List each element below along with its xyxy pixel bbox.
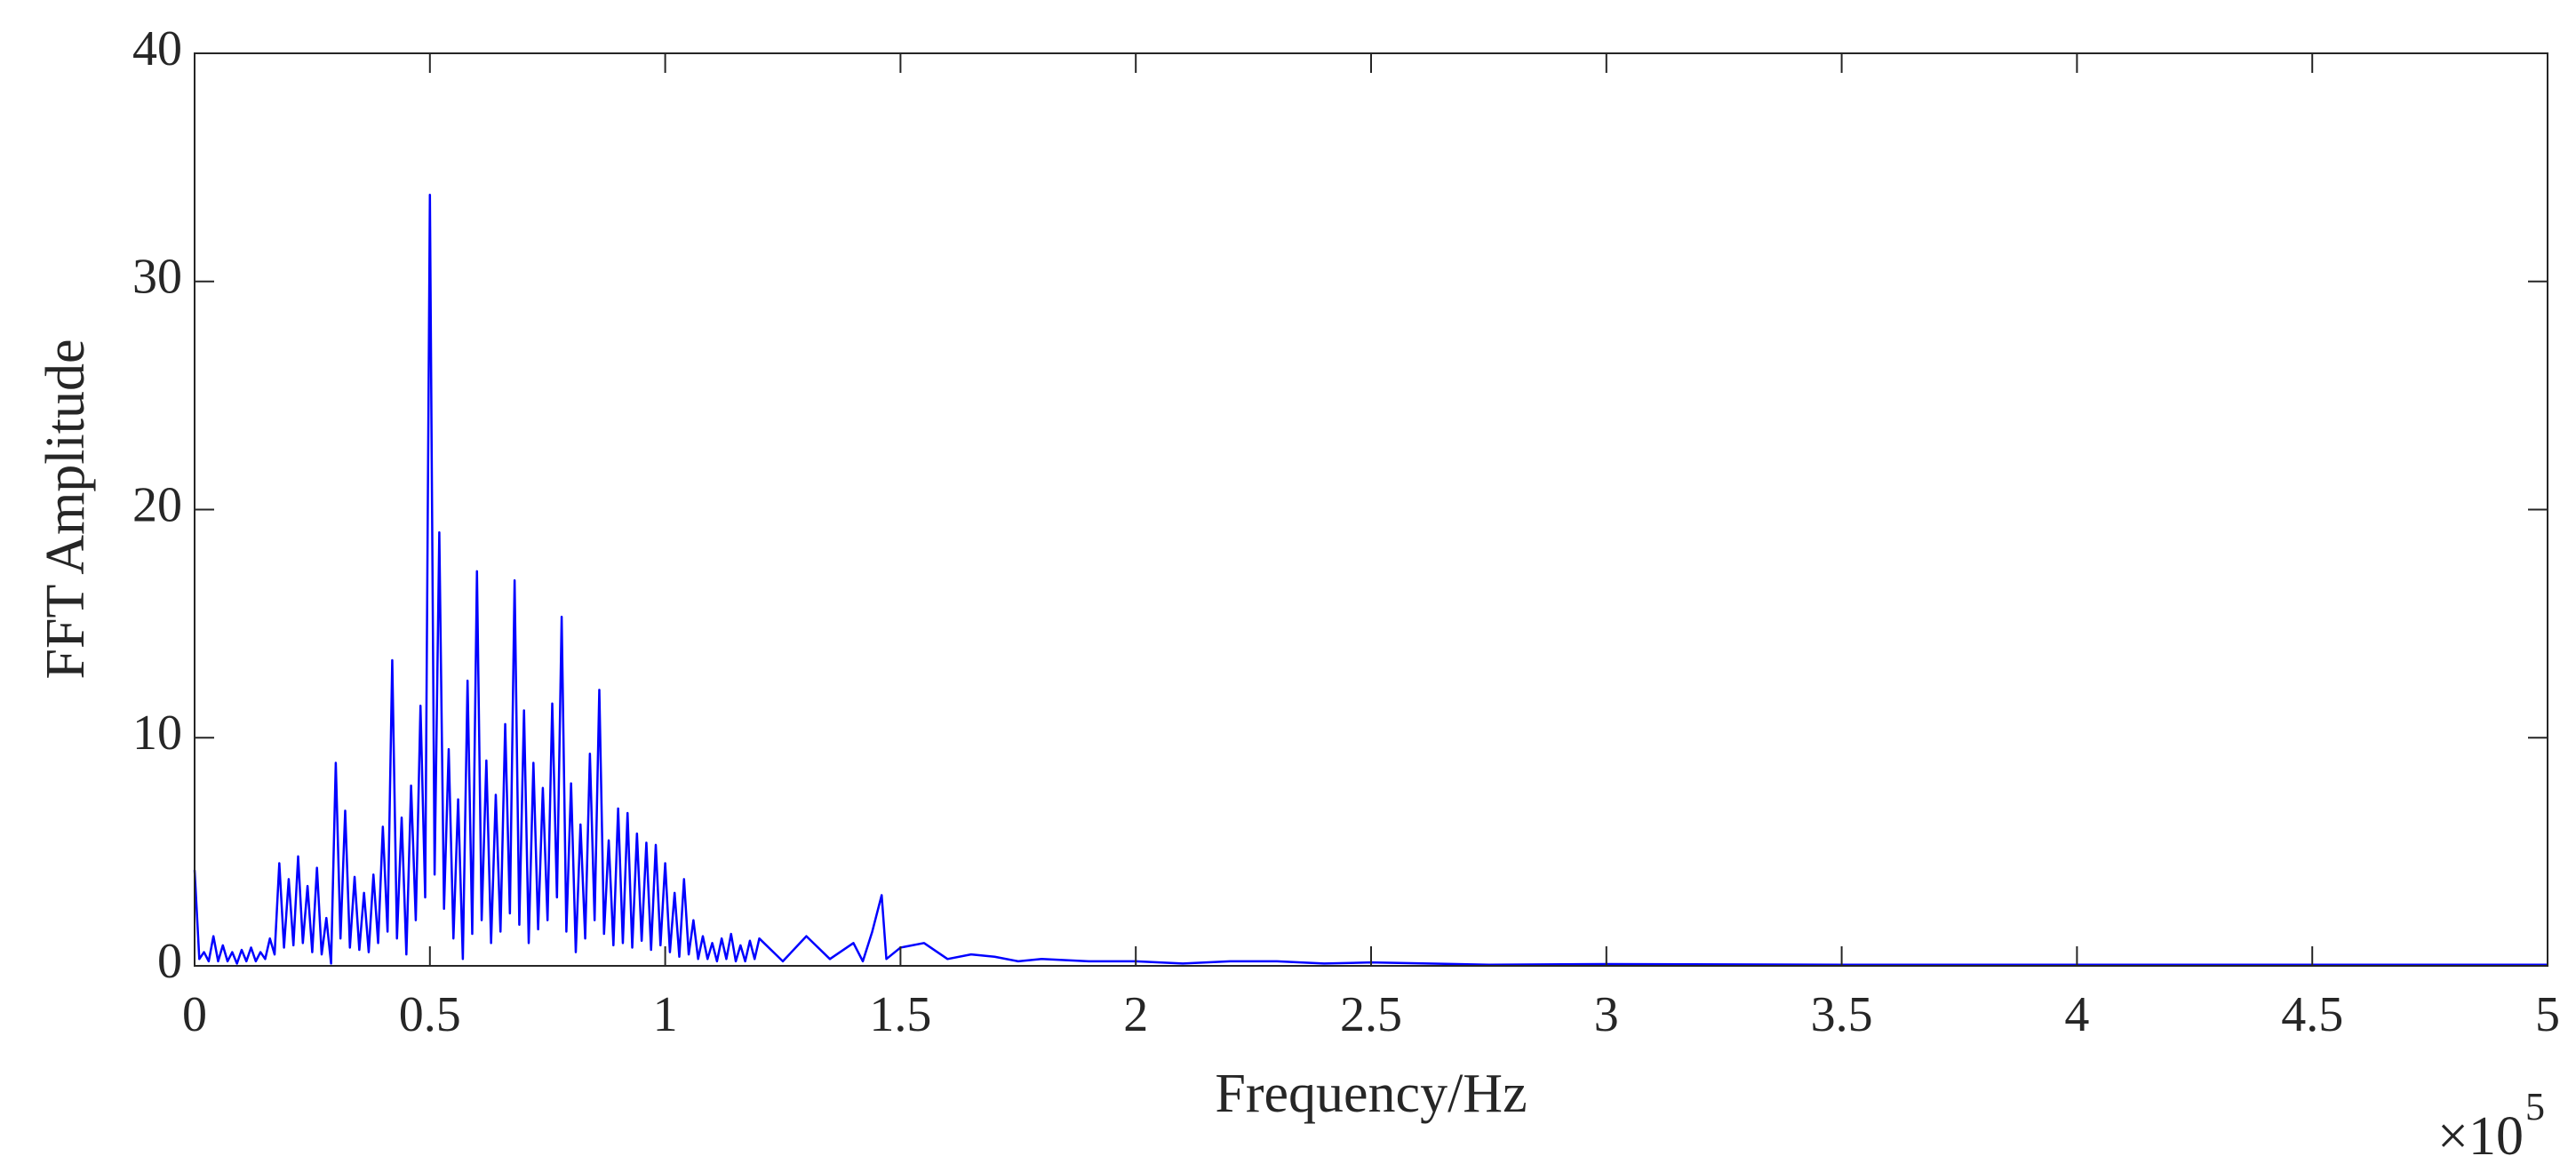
x-tick-label: 2.5: [1340, 987, 1402, 1042]
x-tick-label: 1.5: [869, 987, 931, 1042]
y-tick-label: 10: [132, 706, 182, 761]
x-scale-exponent: 5: [2525, 1085, 2545, 1128]
x-tick-label: 2: [1123, 987, 1148, 1042]
y-tick-label: 20: [132, 477, 182, 532]
x-tick-label: 5: [2535, 987, 2560, 1042]
y-tick-label: 0: [157, 934, 182, 989]
y-tick-label: 40: [132, 21, 182, 76]
y-tick-label: 30: [132, 250, 182, 305]
data-line: [193, 193, 2548, 966]
x-tick-label: 1: [653, 987, 678, 1042]
plot-frame: [194, 52, 2548, 967]
x-tick-label: 4: [2064, 987, 2089, 1042]
x-tick-label: 4.5: [2281, 987, 2343, 1042]
x-tick-label: 3: [1594, 987, 1619, 1042]
x-axis-label: Frequency/Hz: [1215, 1064, 1527, 1124]
x-tick-label: 0: [182, 987, 207, 1042]
x-tick-label: 3.5: [1811, 987, 1873, 1042]
y-axis-label: FFT Amplitude: [36, 339, 96, 680]
x-scale-label: ×10: [2437, 1106, 2524, 1160]
x-tick-label: 0.5: [399, 987, 461, 1042]
